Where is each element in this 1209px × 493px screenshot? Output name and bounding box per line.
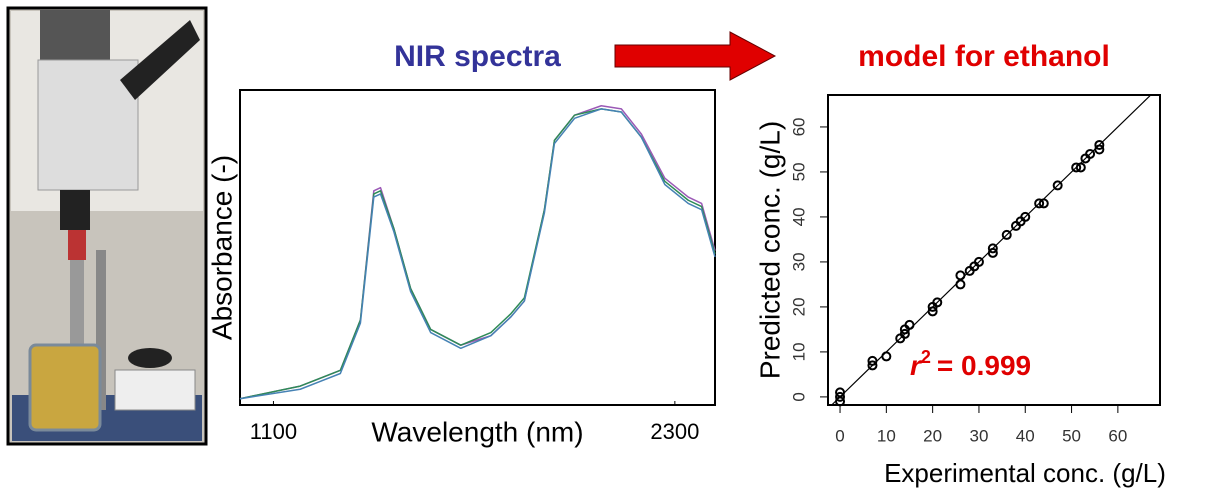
point [904, 319, 915, 330]
point [1071, 162, 1082, 173]
point [987, 247, 998, 258]
point [867, 360, 878, 371]
y-tick-label: 30 [789, 252, 808, 271]
x-tick-label: 20 [923, 426, 942, 445]
point [867, 355, 878, 366]
point [1038, 198, 1049, 209]
x-axis-label: Experimental conc. (g/L) [884, 458, 1166, 488]
point [835, 391, 846, 402]
arrow [614, 31, 777, 81]
x-tick-label: 60 [1108, 426, 1127, 445]
y-tick-label: 20 [789, 297, 808, 316]
annotation-text: = 0.999 [937, 350, 1031, 381]
point [1085, 148, 1096, 159]
y-axis-label: Absorbance (-) [206, 155, 237, 340]
point [955, 270, 966, 281]
y-tick-label: 60 [789, 117, 808, 136]
point [932, 297, 943, 308]
point [1001, 229, 1012, 240]
plot-frame [239, 89, 716, 406]
spectrum-line [239, 105, 716, 400]
point [899, 328, 910, 339]
x-tick-label: 40 [1016, 426, 1035, 445]
annotation: r2 = 0.999 [910, 347, 1031, 382]
y-tick-label: 10 [789, 342, 808, 361]
instrument-photo [6, 6, 208, 446]
point [1020, 211, 1031, 222]
x-tick-label: 10 [877, 426, 896, 445]
annotation-symbol: r [910, 350, 923, 381]
point [1094, 144, 1105, 155]
y-tick-label: 50 [789, 162, 808, 181]
x-tick-label: 50 [1062, 426, 1081, 445]
point [835, 396, 846, 407]
spectrum-line [239, 108, 716, 400]
chart-title: NIR spectra [394, 40, 561, 73]
chart-title: model for ethanol [858, 40, 1110, 73]
annotation-exponent: 2 [921, 347, 931, 367]
y-axis-label: Predicted conc. (g/L) [754, 121, 785, 379]
point [881, 351, 892, 362]
point [955, 279, 966, 290]
x-tick-label: 1100 [250, 419, 297, 444]
point [1052, 180, 1063, 191]
spectrum-line [239, 108, 716, 400]
x-tick-label: 2300 [650, 419, 699, 444]
x-axis-label: Wavelength (nm) [371, 416, 583, 447]
y-tick-label: 0 [789, 392, 808, 401]
point [1034, 198, 1045, 209]
point [973, 256, 984, 267]
plot-frame [827, 94, 1161, 406]
x-tick-label: 0 [835, 426, 844, 445]
point [927, 306, 938, 317]
y-tick-label: 40 [789, 207, 808, 226]
point [1075, 162, 1086, 173]
point [987, 243, 998, 254]
x-tick-label: 30 [969, 426, 988, 445]
point [1094, 139, 1105, 150]
